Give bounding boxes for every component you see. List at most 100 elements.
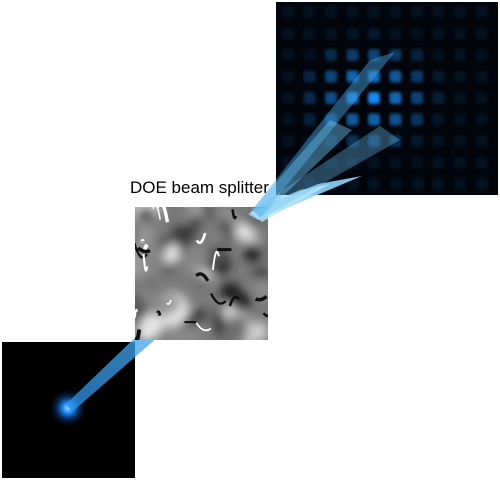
phase-edge — [231, 209, 237, 220]
diffraction-spot — [432, 70, 445, 83]
phase-edge — [195, 272, 210, 282]
diffraction-spot — [346, 113, 359, 126]
diffraction-spot — [389, 178, 402, 190]
diffraction-spot — [411, 113, 423, 126]
diffraction-spot — [325, 92, 337, 104]
diffraction-spot — [389, 27, 402, 40]
diffraction-spot — [432, 27, 445, 40]
diffraction-spot — [282, 113, 294, 126]
diffraction-spot — [411, 92, 423, 104]
diffracted-beam-fan — [248, 52, 400, 222]
phase-edge — [135, 242, 148, 259]
diffraction-spot — [325, 27, 337, 40]
phase-edge — [210, 292, 227, 305]
diffraction-spot — [303, 6, 316, 18]
diffraction-spot — [282, 135, 294, 147]
diffraction-spot — [282, 6, 294, 18]
diffraction-spot — [432, 135, 445, 147]
phase-blob — [165, 207, 193, 218]
diffraction-spot — [432, 6, 445, 18]
diffraction-spot — [368, 27, 380, 40]
diffraction-spot — [325, 70, 337, 83]
phase-edge — [135, 308, 139, 318]
phase-edge — [211, 250, 220, 270]
diffraction-spot — [475, 27, 488, 40]
diffraction-spot — [346, 6, 359, 18]
diffraction-spot — [475, 113, 488, 126]
diffraction-spot — [282, 49, 294, 61]
diffraction-spot — [454, 27, 466, 40]
phase-blob — [163, 324, 199, 340]
diffraction-spot — [303, 135, 316, 147]
diffraction-spot — [303, 27, 316, 40]
diffraction-spot — [475, 6, 488, 18]
phase-blob — [138, 312, 164, 340]
diffraction-spot — [325, 113, 337, 126]
diffraction-spot — [454, 6, 466, 18]
phase-blob — [177, 243, 210, 271]
phase-edge — [135, 329, 142, 340]
phase-blob — [253, 277, 268, 299]
diffraction-spot — [432, 92, 445, 104]
diffraction-spot — [389, 6, 402, 18]
diffraction-spot — [368, 6, 380, 18]
phase-blob — [244, 243, 262, 262]
phase-edge — [156, 310, 162, 316]
diffraction-spot — [454, 178, 466, 190]
diffraction-spot — [303, 49, 316, 61]
diffraction-spot — [411, 178, 423, 190]
diffraction-spot — [282, 178, 294, 190]
diffraction-spot — [411, 70, 423, 83]
diffraction-spot — [389, 135, 402, 147]
diffraction-spot — [432, 113, 445, 126]
diffraction-spot — [346, 70, 359, 83]
diffraction-spot — [475, 70, 488, 83]
diffraction-spot — [346, 27, 359, 40]
phase-blob — [209, 251, 224, 265]
diffraction-spot — [475, 135, 488, 147]
diffraction-spot — [475, 178, 488, 190]
diffraction-spot — [303, 113, 316, 126]
diffraction-spot — [454, 70, 466, 83]
diffraction-spot — [389, 156, 402, 169]
diffraction-spot — [368, 156, 380, 169]
diffraction-spot — [454, 49, 466, 61]
diffraction-spot — [411, 49, 423, 61]
diffraction-spot — [325, 135, 337, 147]
diffraction-spot — [454, 113, 466, 126]
phase-blob — [228, 290, 252, 312]
phase-edge — [136, 246, 151, 254]
diffraction-spot — [368, 113, 380, 126]
diffraction-spot — [454, 92, 466, 104]
phase-edge — [156, 207, 170, 223]
phase-edge — [152, 207, 161, 220]
diffraction-spot — [368, 135, 380, 147]
diffraction-spot — [282, 70, 294, 83]
phase-edge — [262, 312, 268, 318]
diffraction-spot — [389, 92, 402, 104]
diffraction-spot — [282, 27, 294, 40]
phase-blob — [164, 243, 180, 265]
phase-blob — [222, 314, 248, 340]
diffraction-spot — [282, 156, 294, 169]
diffraction-spot — [475, 49, 488, 61]
diffraction-spot — [346, 49, 359, 61]
diffraction-spot — [432, 178, 445, 190]
diffraction-spot — [346, 92, 359, 104]
diffraction-spot — [411, 6, 423, 18]
doe-beam-splitter-label: DOE beam splitter — [130, 178, 269, 197]
diffraction-spot — [389, 113, 402, 126]
diffraction-spot — [454, 156, 466, 169]
diffraction-spot — [303, 92, 316, 104]
diffraction-spot — [346, 135, 359, 147]
phase-blob — [135, 265, 147, 278]
diffraction-spot — [303, 70, 316, 83]
phase-edge — [142, 254, 149, 272]
phase-blob — [196, 222, 225, 249]
diffraction-spot — [282, 92, 294, 104]
diffraction-spot — [389, 70, 402, 83]
diffraction-spot — [368, 49, 380, 61]
phase-edge — [166, 299, 172, 305]
diffraction-spot — [432, 156, 445, 169]
